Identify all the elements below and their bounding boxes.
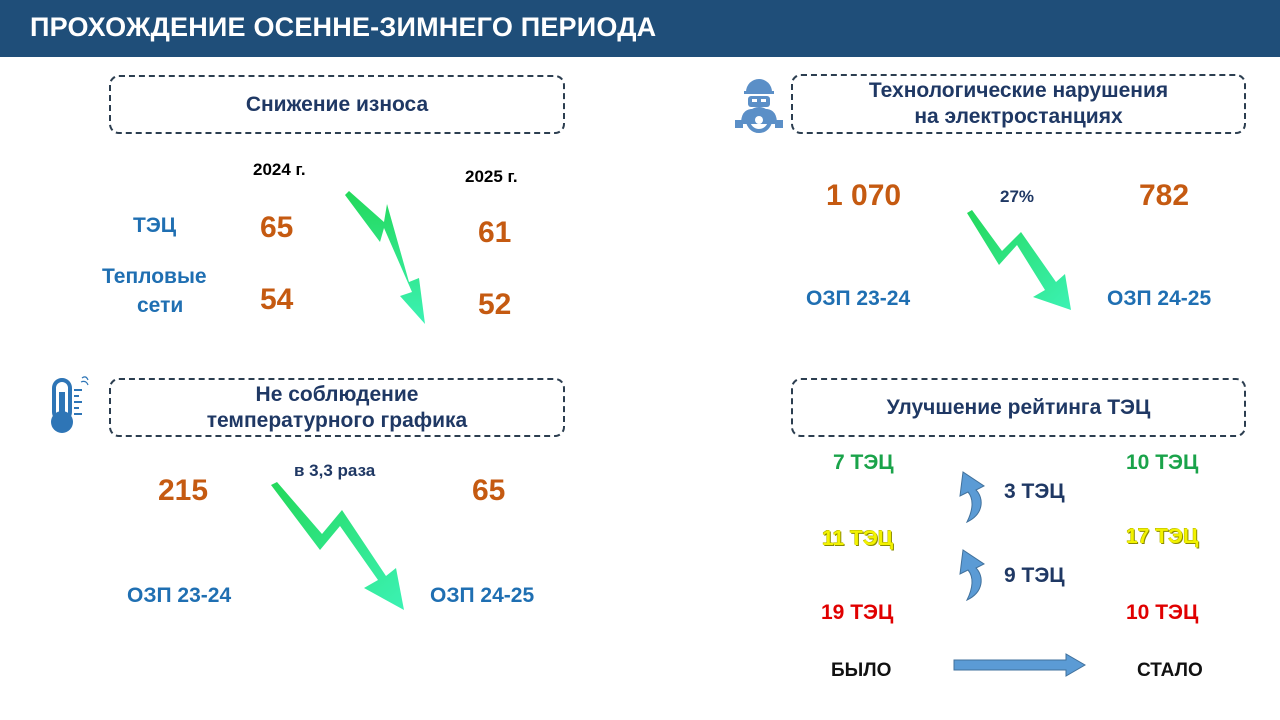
wear-row-networks-2024: 54 [260,283,294,316]
temperature-value-before: 215 [158,474,209,507]
wear-down-arrow-icon [345,191,425,324]
rating-before-red: 19 ТЭЦ [821,601,894,624]
temperature-title-box: Не соблюдение температурного графика [109,378,565,437]
rating-before-green: 7 ТЭЦ [833,451,894,474]
curved-up-arrow-icon [959,471,985,524]
violations-down-arrow-icon [967,210,1071,310]
rating-after-green: 10 ТЭЦ [1126,451,1199,474]
violations-period-after: ОЗП 24-25 [1107,287,1212,310]
curved-up-arrow-icon [959,549,985,602]
wear-year-2025: 2025 г. [465,167,518,186]
wear-row-tec-2025: 61 [478,216,512,249]
violations-title-box: Технологические нарушения на электростан… [791,74,1246,134]
temperature-title-line1: Не соблюдение [255,382,419,406]
rating-title: Улучшение рейтинга ТЭЦ [886,395,1151,419]
temperature-title-line2: температурного графика [206,408,468,432]
rating-title-box: Улучшение рейтинга ТЭЦ [791,378,1246,437]
header-bar: ПРОХОЖДЕНИЕ ОСЕННЕ-ЗИМНЕГО ПЕРИОДА [0,0,1280,57]
temperature-down-arrow-icon [271,482,404,610]
violations-title-line1: Технологические нарушения [868,79,1169,102]
wear-row-networks-2025: 52 [478,288,512,321]
temperature-period-before: ОЗП 23-24 [127,584,232,607]
wear-row-networks-label-line1: Тепловые [102,265,207,288]
wear-row-tec-2024: 65 [260,211,294,244]
rating-shift-1: 3 ТЭЦ [1004,480,1065,503]
page-title: ПРОХОЖДЕНИЕ ОСЕННЕ-ЗИМНЕГО ПЕРИОДА [30,12,657,42]
rating-label-after: СТАЛО [1137,660,1203,681]
temperature-value-after: 65 [472,474,506,507]
wear-year-2024: 2024 г. [253,160,306,179]
rating-after-yellow: 17 ТЭЦ [1126,525,1199,548]
rating-after-red: 10 ТЭЦ [1126,601,1199,624]
rating-label-before: БЫЛО [831,660,892,681]
rating-shift-2: 9 ТЭЦ [1004,564,1065,587]
violations-change: 27% [1000,187,1035,206]
violations-period-before: ОЗП 23-24 [806,287,911,310]
worker-gear-icon [735,79,783,133]
rating-before-yellow: 11 ТЭЦ [822,527,894,550]
thermometer-icon [51,376,89,433]
wear-row-networks-label-line2: сети [137,294,184,317]
right-arrow-icon [953,653,1086,677]
wear-title-box: Снижение износа [109,75,565,134]
violations-title-line2: на электростанциях [914,105,1123,128]
violations-value-before: 1 070 [826,179,902,212]
wear-row-tec-label: ТЭЦ [133,214,177,237]
temperature-period-after: ОЗП 24-25 [430,584,535,607]
wear-title: Снижение износа [245,92,429,116]
violations-value-after: 782 [1139,179,1190,212]
temperature-change: в 3,3 раза [294,461,376,480]
